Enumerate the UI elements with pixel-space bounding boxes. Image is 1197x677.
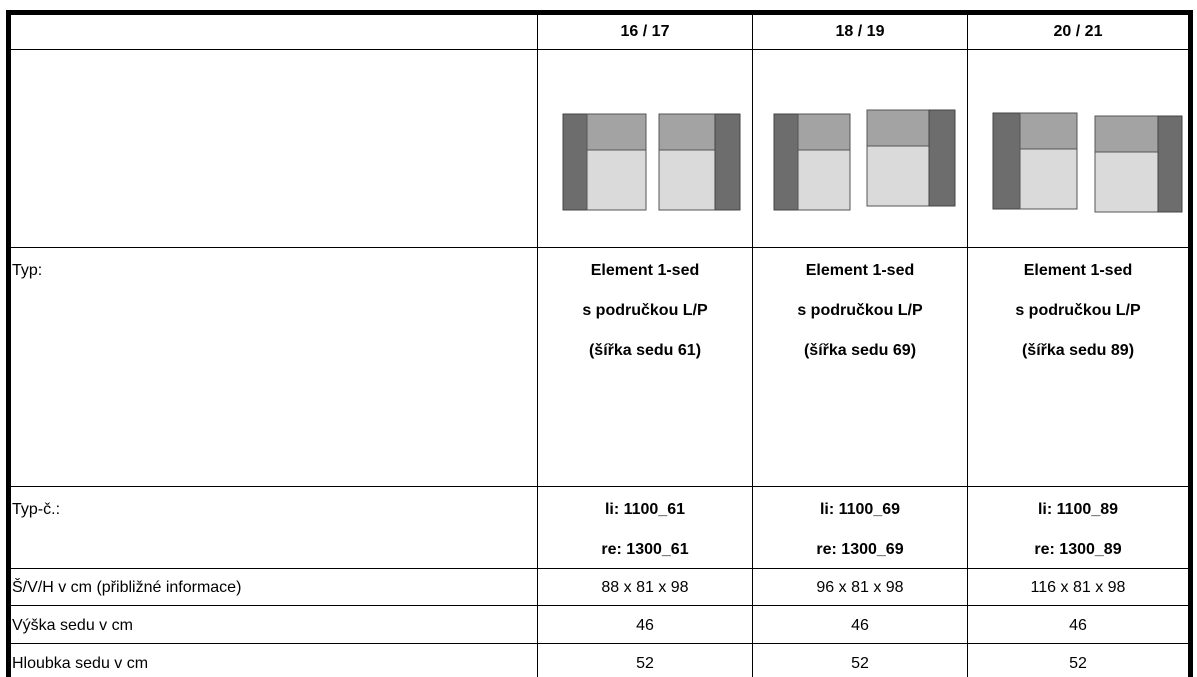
- row-divider: [11, 486, 1188, 487]
- column-header: 18 / 19: [835, 23, 885, 40]
- dimensions-value: 88 x 81 x 98: [601, 579, 689, 596]
- row-label-seat-height: Výška sedu v cm: [12, 617, 133, 634]
- row-label-typ-c: Typ-č.:: [12, 501, 61, 518]
- column-header: 16 / 17: [620, 23, 670, 40]
- typ-line: s područkou L/P: [797, 302, 923, 319]
- typ-line: (šířka sedu 61): [588, 342, 702, 359]
- row-label-typ: Typ:: [12, 262, 43, 279]
- typ-line: Element 1-sed: [590, 262, 700, 279]
- seat-depth-value: 52: [851, 655, 869, 672]
- column-divider: [537, 15, 538, 677]
- typ-line: s područkou L/P: [1015, 302, 1141, 319]
- typ-line: Element 1-sed: [805, 262, 915, 279]
- row-divider: [11, 247, 1188, 248]
- sofa-element-diagram-16-17: [562, 112, 742, 212]
- typ-line: (šířka sedu 69): [803, 342, 917, 359]
- typ-c-line: li: 1100_61: [604, 501, 686, 518]
- typ-line: s područkou L/P: [582, 302, 708, 319]
- typ-c-line: re: 1300_69: [816, 541, 904, 558]
- row-label-seat-depth: Hloubka sedu v cm: [12, 655, 149, 672]
- row-label-dimensions: Š/V/H v cm (přibližné informace): [12, 579, 242, 596]
- seat-depth-value: 52: [636, 655, 654, 672]
- row-divider: [11, 605, 1188, 606]
- typ-c-line: li: 1100_69: [819, 501, 901, 518]
- column-divider: [967, 15, 968, 677]
- column-header: 20 / 21: [1053, 23, 1103, 40]
- typ-line: Element 1-sed: [1023, 262, 1133, 279]
- seat-height-value: 46: [851, 617, 869, 634]
- seat-depth-value: 52: [1069, 655, 1087, 672]
- sofa-element-diagram-20-21: [992, 110, 1184, 214]
- typ-c-line: re: 1300_89: [1034, 541, 1122, 558]
- dimensions-value: 116 x 81 x 98: [1030, 579, 1126, 596]
- seat-height-value: 46: [636, 617, 654, 634]
- row-divider: [11, 643, 1188, 644]
- column-divider: [752, 15, 753, 677]
- dimensions-value: 96 x 81 x 98: [816, 579, 904, 596]
- sofa-element-diagram-18-19: [773, 108, 958, 212]
- table-frame: [6, 10, 1193, 677]
- seat-height-value: 46: [1069, 617, 1087, 634]
- typ-c-line: re: 1300_61: [601, 541, 689, 558]
- row-divider: [11, 568, 1188, 569]
- typ-c-line: li: 1100_89: [1037, 501, 1119, 518]
- typ-line: (šířka sedu 89): [1021, 342, 1135, 359]
- row-divider: [11, 49, 1188, 50]
